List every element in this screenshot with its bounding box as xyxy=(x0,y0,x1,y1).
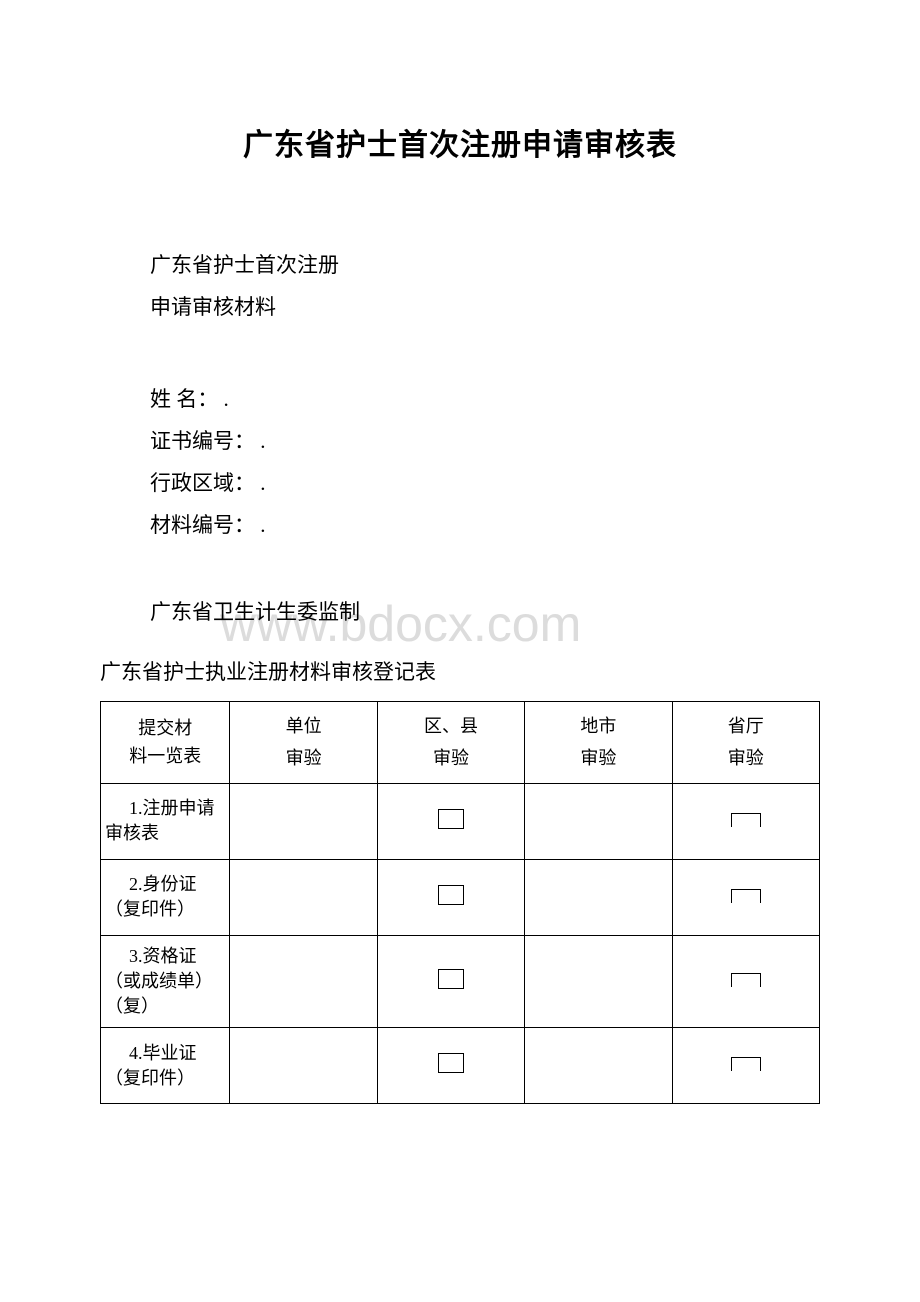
row-0-label: 1.注册申请审核表 xyxy=(101,783,230,859)
region-label: 行政区域： xyxy=(150,471,255,495)
row-3-check-1 xyxy=(377,1028,524,1104)
review-table: 提交材 料一览表 单位 审验 区、县 审验 地市 审验 省厅 审验 1.注册申请… xyxy=(100,701,820,1104)
field-region: 行政区域： . xyxy=(150,462,820,504)
row-0-check-3 xyxy=(672,783,819,859)
document-page: 广东省护士首次注册申请审核表 广东省护士首次注册 申请审核材料 姓 名： . 证… xyxy=(0,0,920,1184)
material-label: 材料编号： xyxy=(150,513,255,537)
main-title: 广东省护士首次注册申请审核表 xyxy=(100,120,820,164)
header-col-3-top: 省厅 xyxy=(728,716,764,736)
issuer-block: 广东省卫生计生委监制 xyxy=(150,596,820,626)
table-header-row: 提交材 料一览表 单位 审验 区、县 审验 地市 审验 省厅 审验 xyxy=(101,702,820,784)
header-col-1-bottom: 审验 xyxy=(433,748,469,768)
row-3-label: 4.毕业证（复印件） xyxy=(101,1028,230,1104)
header-col-0-bottom: 审验 xyxy=(286,748,322,768)
table-row: 1.注册申请审核表 xyxy=(101,783,820,859)
field-name: 姓 名： . xyxy=(150,378,820,420)
header-col-3-bottom: 审验 xyxy=(728,748,764,768)
region-value: . xyxy=(260,471,265,495)
section-title: 广东省护士执业注册材料审核登记表 xyxy=(100,656,820,686)
field-cert: 证书编号： . xyxy=(150,420,820,462)
row-1-label: 2.身份证（复印件） xyxy=(101,859,230,935)
checkbox-icon xyxy=(438,1053,464,1073)
checkbox-half-icon xyxy=(731,973,761,987)
table-row: 2.身份证（复印件） xyxy=(101,859,820,935)
row-1-check-0 xyxy=(230,859,377,935)
checkbox-icon xyxy=(438,885,464,905)
row-0-check-2 xyxy=(525,783,672,859)
row-2-check-0 xyxy=(230,935,377,1028)
header-col-2: 地市 审验 xyxy=(525,702,672,784)
header-label-l1: 提交材 xyxy=(138,718,192,738)
row-3-check-2 xyxy=(525,1028,672,1104)
row-0-check-0 xyxy=(230,783,377,859)
header-col-0: 单位 审验 xyxy=(230,702,377,784)
cert-value: . xyxy=(260,429,265,453)
checkbox-half-icon xyxy=(731,1057,761,1071)
checkbox-icon xyxy=(438,809,464,829)
checkbox-half-icon xyxy=(731,813,761,827)
name-label: 姓 名： xyxy=(150,387,218,411)
issuer-text: 广东省卫生计生委监制 xyxy=(150,600,360,624)
row-3-check-0 xyxy=(230,1028,377,1104)
row-0-check-1 xyxy=(377,783,524,859)
subtitle-line-1: 广东省护士首次注册 xyxy=(150,244,820,286)
subtitle-line-2: 申请审核材料 xyxy=(150,286,820,328)
material-value: . xyxy=(260,513,265,537)
header-col-0-top: 单位 xyxy=(286,716,322,736)
header-col-2-top: 地市 xyxy=(580,716,616,736)
row-2-check-2 xyxy=(525,935,672,1028)
header-label-cell: 提交材 料一览表 xyxy=(101,702,230,784)
header-col-3: 省厅 审验 xyxy=(672,702,819,784)
name-value: . xyxy=(224,387,229,411)
header-label-l2: 料一览表 xyxy=(129,746,201,766)
row-1-check-3 xyxy=(672,859,819,935)
header-col-1-top: 区、县 xyxy=(424,716,478,736)
cert-label: 证书编号： xyxy=(150,429,255,453)
header-col-2-bottom: 审验 xyxy=(580,748,616,768)
field-material: 材料编号： . xyxy=(150,504,820,546)
row-1-check-2 xyxy=(525,859,672,935)
table-row: 3.资格证（或成绩单）（复） xyxy=(101,935,820,1028)
row-1-check-1 xyxy=(377,859,524,935)
row-2-label: 3.资格证（或成绩单）（复） xyxy=(101,935,230,1028)
row-2-check-3 xyxy=(672,935,819,1028)
table-row: 4.毕业证（复印件） xyxy=(101,1028,820,1104)
header-col-1: 区、县 审验 xyxy=(377,702,524,784)
row-2-check-1 xyxy=(377,935,524,1028)
checkbox-icon xyxy=(438,969,464,989)
checkbox-half-icon xyxy=(731,889,761,903)
fields-block: 姓 名： . 证书编号： . 行政区域： . 材料编号： . xyxy=(150,378,820,546)
row-3-check-3 xyxy=(672,1028,819,1104)
subtitle-block: 广东省护士首次注册 申请审核材料 xyxy=(150,244,820,328)
